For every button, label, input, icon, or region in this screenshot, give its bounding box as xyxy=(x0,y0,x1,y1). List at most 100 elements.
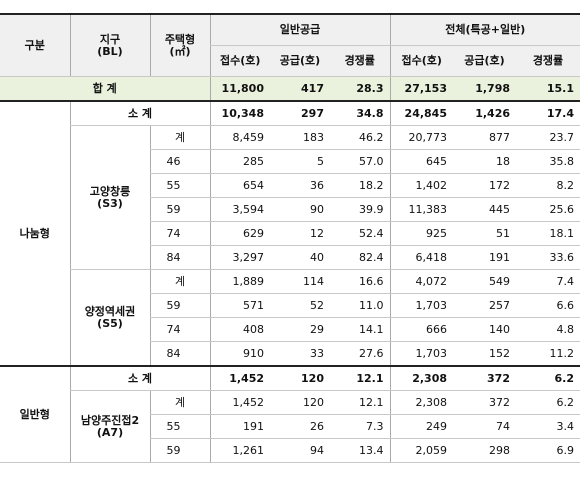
value-cell: 1,452 xyxy=(209,390,270,415)
district-code: (A7) xyxy=(96,425,124,439)
value-cell: 12.1 xyxy=(330,365,390,391)
data-row: 84 3,297 40 82.4 6,418 191 33.6 xyxy=(0,245,580,270)
data-row: 46 285 5 57.0 645 18 35.8 xyxy=(0,149,580,174)
page: 구분 지구 (BL) 주택형 (㎡) 일반공급 전체(특공+일반) 접수(호) 공급… xyxy=(0,13,580,498)
value-cell: 27,153 xyxy=(389,76,453,102)
value-cell: 16.6 xyxy=(330,269,390,294)
value-cell: 285 xyxy=(209,149,270,174)
header-cell: 주택형 (㎡) xyxy=(149,13,210,77)
district-code: (S3) xyxy=(97,196,123,210)
value-cell: 82.4 xyxy=(330,245,390,270)
value-cell: 23.7 xyxy=(516,125,580,150)
value-cell: 8.2 xyxy=(516,173,580,198)
value-cell: 33 xyxy=(270,341,330,367)
value-cell: 120 xyxy=(270,365,330,391)
value-cell: 6,418 xyxy=(389,245,453,270)
header-cell: 경쟁률 xyxy=(330,45,390,77)
value-cell: 6.6 xyxy=(516,293,580,318)
value-cell: 4.8 xyxy=(516,317,580,342)
type-cell: 46 xyxy=(149,149,210,174)
value-cell: 29 xyxy=(270,317,330,342)
header-cell: 경쟁률 xyxy=(516,45,580,77)
type-cell: 계 xyxy=(149,390,210,415)
data-row: 남양주진접2 (A7) 계 1,452 120 12.1 2,308 372 6.2 xyxy=(0,390,580,463)
value-cell: 629 xyxy=(209,221,270,246)
data-row: 고양창릉 (S3) 계 8,459 183 46.2 20,773 877 23.7 xyxy=(0,125,580,270)
section-name: 일반형 xyxy=(0,365,70,463)
value-cell: 11.2 xyxy=(516,341,580,367)
value-cell: 925 xyxy=(389,221,453,246)
district-name: 양정역세권 xyxy=(84,304,136,318)
subtotal-row: 나눔형 소 계 10,348 297 34.8 24,845 1,426 17.4 xyxy=(0,101,580,367)
table-header: 구분 지구 (BL) 주택형 (㎡) 일반공급 전체(특공+일반) 접수(호) 공급… xyxy=(0,13,580,77)
value-cell: 11,800 xyxy=(209,76,270,102)
value-cell: 257 xyxy=(453,293,516,318)
value-cell: 90 xyxy=(270,197,330,222)
value-cell: 152 xyxy=(453,341,516,367)
value-cell: 2,308 xyxy=(389,365,453,391)
header-cell: 구분 xyxy=(0,13,70,77)
value-cell: 2,059 xyxy=(389,438,453,463)
table: 구분 지구 (BL) 주택형 (㎡) 일반공급 전체(특공+일반) 접수(호) 공급… xyxy=(0,13,580,463)
value-cell: 191 xyxy=(453,245,516,270)
type-cell: 59 xyxy=(149,293,210,318)
district-cell: 고양창릉 (S3) xyxy=(69,125,150,270)
value-cell: 34.8 xyxy=(330,101,390,126)
table-body: 합 계 11,800 417 28.3 27,153 1,798 15.1 나눔형 소 계 10,… xyxy=(0,76,580,463)
data-row: 양정역세권 (S5) 계 1,889 114 16.6 4,072 549 7.4 xyxy=(0,269,580,367)
value-cell: 10,348 xyxy=(209,101,270,126)
header-cell: 공급(호) xyxy=(270,45,330,77)
value-cell: 20,773 xyxy=(389,125,453,150)
value-cell: 298 xyxy=(453,438,516,463)
value-cell: 297 xyxy=(270,101,330,126)
header-row: 접수(호) 공급(호) 경쟁률 접수(호) 공급(호) 경쟁률 xyxy=(0,45,580,77)
value-cell: 7.3 xyxy=(330,414,390,439)
subtotal-label: 소 계 xyxy=(69,101,210,126)
header-cell: 공급(호) xyxy=(453,45,516,77)
value-cell: 1,426 xyxy=(453,101,516,126)
value-cell: 12 xyxy=(270,221,330,246)
value-cell: 417 xyxy=(270,76,330,102)
value-cell: 6.2 xyxy=(516,365,580,391)
value-cell: 7.4 xyxy=(516,269,580,294)
value-cell: 877 xyxy=(453,125,516,150)
header-text: (BL) xyxy=(97,44,123,58)
value-cell: 39.9 xyxy=(330,197,390,222)
value-cell: 94 xyxy=(270,438,330,463)
header-cell: 접수(호) xyxy=(389,45,453,77)
header-text: 주택형 xyxy=(164,32,196,46)
type-cell: 74 xyxy=(149,317,210,342)
value-cell: 4,072 xyxy=(389,269,453,294)
type-cell: 84 xyxy=(149,341,210,367)
value-cell: 26 xyxy=(270,414,330,439)
value-cell: 1,703 xyxy=(389,293,453,318)
value-cell: 654 xyxy=(209,173,270,198)
value-cell: 666 xyxy=(389,317,453,342)
value-cell: 27.6 xyxy=(330,341,390,367)
header-cell: 접수(호) xyxy=(209,45,270,77)
value-cell: 249 xyxy=(389,414,453,439)
value-cell: 74 xyxy=(453,414,516,439)
header-cell: 지구 (BL) xyxy=(69,13,150,77)
header-text: (㎡) xyxy=(169,44,191,58)
value-cell: 3.4 xyxy=(516,414,580,439)
value-cell: 18.2 xyxy=(330,173,390,198)
value-cell: 408 xyxy=(209,317,270,342)
value-cell: 120 xyxy=(270,390,330,415)
district-name: 고양창릉 xyxy=(89,184,131,198)
value-cell: 52 xyxy=(270,293,330,318)
data-row: 55 654 36 18.2 1,402 172 8.2 xyxy=(0,173,580,198)
value-cell: 18.1 xyxy=(516,221,580,246)
header-group: 전체(특공+일반) xyxy=(389,13,580,46)
district-cell: 남양주진접2 (A7) xyxy=(69,390,150,463)
value-cell: 1,452 xyxy=(209,365,270,391)
value-cell: 6.2 xyxy=(516,390,580,415)
total-row: 합 계 11,800 417 28.3 27,153 1,798 15.1 xyxy=(0,76,580,102)
header-text: 지구 xyxy=(99,32,121,46)
value-cell: 140 xyxy=(453,317,516,342)
district-cell: 양정역세권 (S5) xyxy=(69,269,150,367)
data-row: 59 571 52 11.0 1,703 257 6.6 xyxy=(0,293,580,318)
value-cell: 1,261 xyxy=(209,438,270,463)
district-name: 남양주진접2 xyxy=(80,413,140,427)
value-cell: 183 xyxy=(270,125,330,150)
